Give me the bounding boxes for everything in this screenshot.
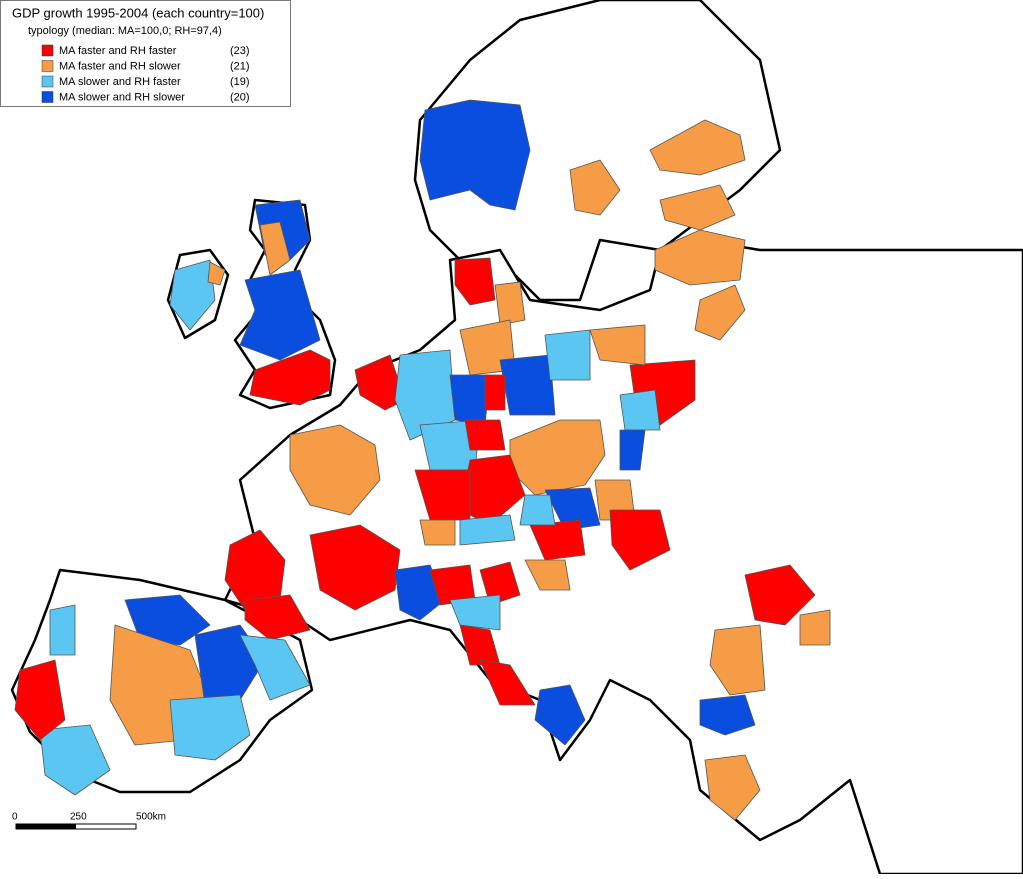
region: [479, 659, 536, 706]
region: [519, 494, 556, 526]
legend-count: (23): [230, 45, 250, 57]
legend-count: (20): [230, 91, 250, 103]
legend-label: MA faster and RH slower: [59, 60, 181, 72]
region: [289, 424, 381, 516]
region: [169, 259, 216, 331]
region: [799, 609, 831, 646]
region: [239, 269, 321, 361]
region: [459, 514, 516, 546]
region: [49, 604, 76, 656]
legend-swatch: [41, 44, 54, 57]
region: [709, 624, 766, 696]
scale-label: 500km: [136, 812, 166, 823]
region: [544, 329, 591, 381]
map-subtitle: typology (median: MA=100,0; RH=97,4): [28, 25, 222, 37]
legend-swatch: [41, 75, 54, 88]
region: [659, 184, 736, 231]
scale-label: 0: [12, 812, 18, 823]
region: [454, 257, 496, 306]
region: [259, 221, 291, 276]
region: [449, 374, 491, 426]
legend-swatch: [41, 60, 54, 72]
legend-label: MA slower and RH slower: [59, 91, 185, 103]
regions: [14, 99, 831, 821]
legend: GDP growth 1995-2004 (each country=100) …: [0, 0, 291, 107]
region: [649, 119, 746, 176]
legend-label: MA faster and RH faster: [59, 45, 177, 57]
region: [419, 519, 456, 546]
region: [619, 389, 661, 431]
region: [244, 594, 311, 641]
region: [619, 429, 646, 471]
region: [524, 559, 571, 591]
region: [654, 229, 746, 286]
legend-count: (19): [230, 76, 250, 88]
region: [464, 419, 506, 451]
map-title: GDP growth 1995-2004 (each country=100): [12, 5, 264, 20]
region: [589, 324, 646, 366]
region: [239, 634, 311, 701]
legend-swatch: [41, 91, 54, 103]
region: [494, 281, 526, 326]
region: [744, 564, 816, 626]
region: [534, 684, 586, 746]
region: [207, 261, 226, 286]
region: [309, 524, 401, 611]
region: [39, 724, 111, 796]
scale-bar-segment: [16, 824, 76, 829]
region: [694, 284, 746, 341]
region: [569, 159, 621, 216]
region: [419, 99, 531, 211]
region: [249, 349, 331, 406]
region: [699, 694, 756, 736]
region: [529, 519, 586, 561]
region: [704, 754, 761, 821]
region: [14, 659, 66, 741]
region: [544, 487, 601, 531]
region: [484, 374, 506, 411]
region: [449, 594, 501, 631]
scale-label: 250: [70, 812, 87, 823]
region: [479, 561, 521, 606]
legend-label: MA slower and RH faster: [59, 76, 181, 88]
region: [499, 354, 556, 416]
region: [609, 509, 671, 571]
scale-bar: 0 250 500km: [12, 812, 166, 830]
legend-count: (21): [230, 60, 250, 72]
region: [169, 694, 251, 761]
region: [354, 354, 406, 411]
